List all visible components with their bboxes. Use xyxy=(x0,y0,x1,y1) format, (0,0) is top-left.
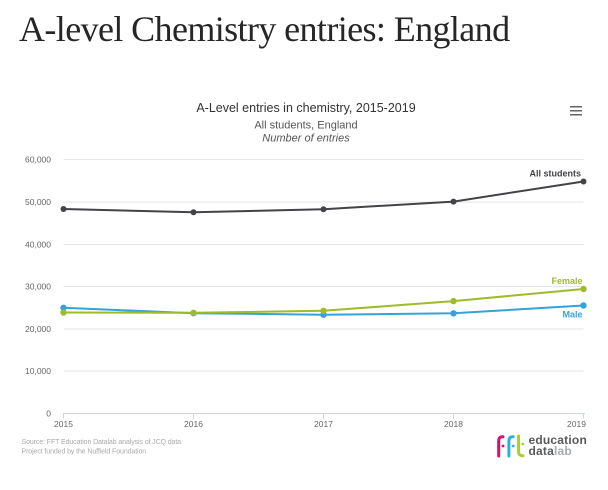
svg-text:All students: All students xyxy=(529,169,581,179)
svg-text:A-Level entries in chemistry,: A-Level entries in chemistry, 2015-2019 xyxy=(196,101,415,115)
svg-text:Project funded by the Nuffield: Project funded by the Nuffield Foundatio… xyxy=(22,449,147,456)
svg-text:All students, England: All students, England xyxy=(254,120,357,132)
svg-text:education: education xyxy=(529,433,587,447)
svg-text:2017: 2017 xyxy=(314,419,333,429)
svg-text:Male: Male xyxy=(562,310,582,320)
svg-text:10,000: 10,000 xyxy=(25,366,51,376)
svg-text:20,000: 20,000 xyxy=(25,324,51,334)
svg-text:Source: FFT Education Datalab: Source: FFT Education Datalab analysis o… xyxy=(22,439,182,446)
svg-text:Number of entries: Number of entries xyxy=(262,133,350,145)
svg-text:datalab: datalab xyxy=(529,444,572,458)
svg-text:40,000: 40,000 xyxy=(25,240,51,250)
svg-text:50,000: 50,000 xyxy=(25,197,51,207)
svg-text:Female: Female xyxy=(551,276,582,286)
svg-text:2016: 2016 xyxy=(184,419,203,429)
svg-text:2015: 2015 xyxy=(54,419,73,429)
svg-text:30,000: 30,000 xyxy=(25,282,51,292)
svg-text:0: 0 xyxy=(46,409,51,419)
svg-text:60,000: 60,000 xyxy=(25,155,51,165)
svg-text:2018: 2018 xyxy=(444,419,463,429)
svg-text:2019: 2019 xyxy=(567,419,586,429)
